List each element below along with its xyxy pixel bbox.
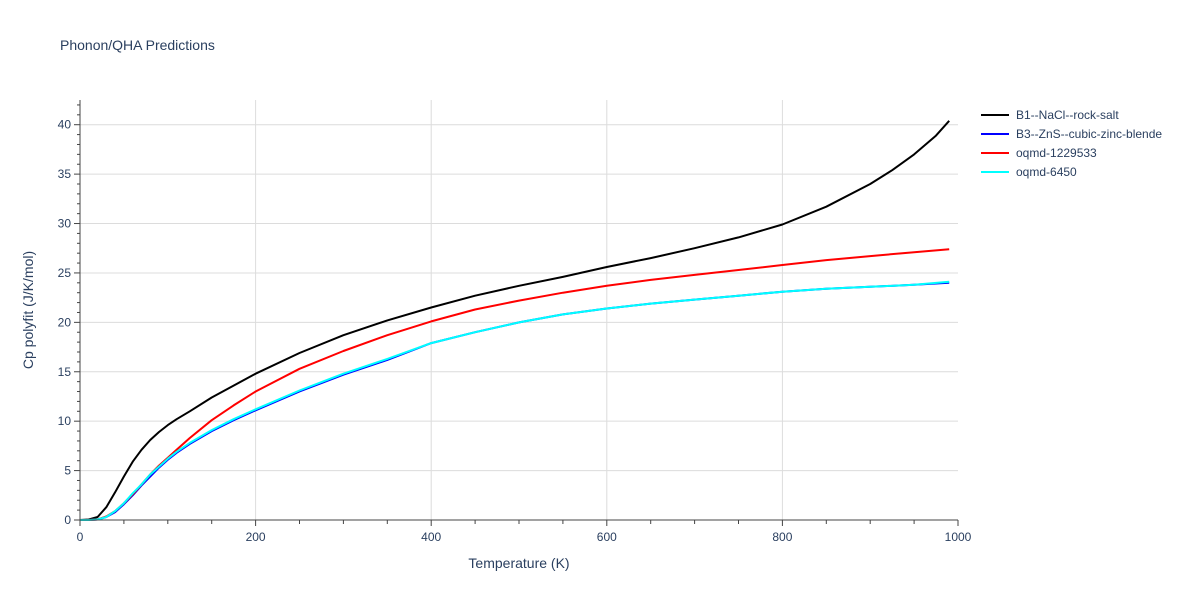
- x-tick-label: 400: [421, 530, 441, 544]
- legend-label: oqmd-1229533: [1016, 146, 1097, 160]
- x-axis-title: Temperature (K): [468, 555, 569, 571]
- y-tick-label: 30: [58, 217, 72, 231]
- legend-label: B3--ZnS--cubic-zinc-blende: [1016, 127, 1162, 141]
- x-tick-label: 0: [77, 530, 84, 544]
- chart-title: Phonon/QHA Predictions: [60, 37, 215, 53]
- series-line-0: [79, 120, 950, 521]
- y-tick-label: 15: [58, 365, 72, 379]
- series-layer: [79, 120, 950, 521]
- y-tick-label: 20: [58, 315, 72, 329]
- y-tick-label: 40: [58, 118, 72, 132]
- y-tick-label: 25: [58, 266, 72, 280]
- y-tick-label: 5: [64, 464, 71, 478]
- series-line-3: [80, 280, 950, 521]
- legend: B1--NaCl--rock-salt B3--ZnS--cubic-zinc-b…: [981, 108, 1162, 179]
- legend-label: oqmd-6450: [1016, 165, 1077, 179]
- y-tick-label: 10: [58, 414, 72, 428]
- y-tick-label: 0: [64, 513, 71, 527]
- x-tick-label: 1000: [945, 530, 972, 544]
- x-tick-label: 600: [597, 530, 617, 544]
- series-line-1: [80, 281, 950, 521]
- axes: 0 200 400 600 800 1000 0 5 10 15 20 25 30 35 40: [58, 100, 972, 544]
- y-tick-label: 35: [58, 167, 72, 181]
- x-tick-label: 800: [772, 530, 792, 544]
- x-tick-label: 200: [246, 530, 266, 544]
- legend-label: B1--NaCl--rock-salt: [1016, 108, 1119, 122]
- y-axis-title: Cp polyfit (J/K/mol): [20, 251, 36, 369]
- gridlines: [80, 100, 958, 520]
